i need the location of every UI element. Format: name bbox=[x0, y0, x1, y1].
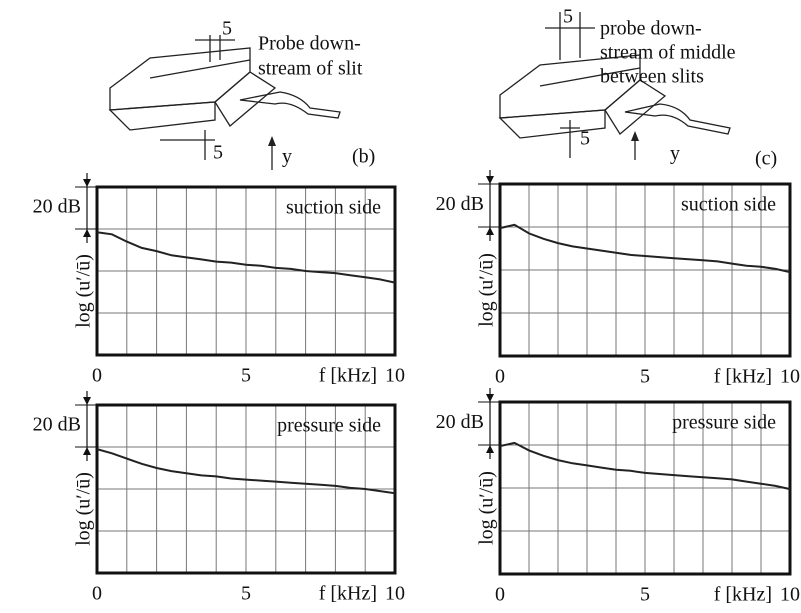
dim-label: 5 bbox=[563, 6, 573, 28]
probe-diagram-b: 5 Probe down- stream of slit 5 y (b) bbox=[108, 18, 375, 170]
airfoil-edge bbox=[108, 101, 216, 131]
trailing-plate bbox=[214, 71, 277, 127]
x-tick-label: 5 bbox=[640, 366, 650, 388]
diagram-caption: probe down- bbox=[600, 18, 702, 40]
y-axis-label: log (u′/ū) bbox=[476, 471, 498, 545]
probe bbox=[624, 103, 731, 135]
x-tick-label: 0 bbox=[92, 365, 102, 387]
plot-frame bbox=[95, 403, 397, 575]
scale-arrow bbox=[83, 397, 91, 405]
dim-label: 5 bbox=[222, 18, 232, 40]
x-axis-label: f [kHz] bbox=[714, 366, 772, 388]
scale-arrow bbox=[83, 179, 91, 187]
x-tick-label: 10 bbox=[385, 583, 405, 605]
spectrum-line bbox=[96, 231, 396, 284]
x-tick-label: 10 bbox=[385, 365, 405, 387]
scale-label: 20 dB bbox=[33, 414, 81, 436]
airfoil-block bbox=[109, 47, 251, 111]
y-axis-label: log (u′/ū) bbox=[73, 254, 95, 328]
spectrum-plot: 0 5 10 f [kHz] log (u′/ū) suction side 20 dB bbox=[33, 173, 405, 387]
spectrum-plot: 0 5 10 f [kHz] log (u′/ū) pressure side 20 dB bbox=[33, 391, 405, 605]
annotation: suction side bbox=[286, 197, 381, 219]
spectrum-line bbox=[499, 223, 791, 274]
scale-arrow bbox=[486, 227, 494, 235]
slit-line bbox=[149, 59, 251, 79]
x-tick-label: 10 bbox=[780, 584, 800, 606]
scale-arrow bbox=[486, 445, 494, 453]
diagram-caption: stream of middle bbox=[600, 42, 736, 64]
diagram-caption: stream of slit bbox=[258, 58, 363, 80]
scale-arrow bbox=[486, 176, 494, 184]
probe bbox=[239, 91, 341, 119]
spectrum-line bbox=[96, 448, 396, 495]
x-axis-label: f [kHz] bbox=[319, 583, 377, 605]
x-tick-label: 0 bbox=[495, 366, 505, 388]
scale-arrow bbox=[486, 394, 494, 402]
x-axis-label: f [kHz] bbox=[319, 365, 377, 387]
x-tick-label: 5 bbox=[640, 584, 650, 606]
plot-frame bbox=[498, 182, 792, 358]
x-axis-label: f [kHz] bbox=[714, 584, 772, 606]
panel-label: (b) bbox=[352, 146, 375, 168]
trailing-plate bbox=[604, 79, 667, 135]
plot-frame bbox=[498, 400, 792, 576]
annotation: pressure side bbox=[672, 412, 776, 434]
slit-line bbox=[539, 67, 641, 87]
scale-label: 20 dB bbox=[436, 193, 484, 215]
x-tick-label: 5 bbox=[241, 583, 251, 605]
scale-arrow bbox=[83, 447, 91, 455]
x-tick-label: 5 bbox=[241, 365, 251, 387]
y-axis-label: log (u′/ū) bbox=[73, 472, 95, 546]
y-arrow-head bbox=[268, 136, 276, 146]
axis-symbol: y bbox=[282, 146, 292, 168]
annotation: pressure side bbox=[277, 415, 381, 437]
panel-label: (c) bbox=[755, 148, 777, 170]
spectrum-line bbox=[499, 441, 791, 491]
probe-diagram-c: 5 probe down- stream of middle between s… bbox=[498, 6, 777, 170]
y-arrow-head bbox=[631, 131, 639, 141]
axis-symbol: y bbox=[670, 143, 680, 165]
airfoil-edge bbox=[498, 109, 606, 139]
spectrum-plot: 0 5 10 f [kHz] log (u′/ū) pressure side 20 dB bbox=[436, 388, 800, 606]
scale-label: 20 dB bbox=[33, 196, 81, 218]
dim-label: 5 bbox=[213, 142, 223, 164]
annotation: suction side bbox=[681, 194, 776, 216]
plot-frame bbox=[95, 185, 397, 357]
diagram-caption: between slits bbox=[600, 66, 704, 88]
diagram-caption: Probe down- bbox=[258, 33, 361, 55]
spectrum-plot: 0 5 10 f [kHz] log (u′/ū) suction side 20 dB bbox=[436, 170, 800, 388]
x-tick-label: 10 bbox=[780, 366, 800, 388]
x-tick-label: 0 bbox=[495, 584, 505, 606]
scale-arrow bbox=[83, 229, 91, 237]
dim-label: 5 bbox=[580, 128, 590, 150]
y-axis-label: log (u′/ū) bbox=[476, 253, 498, 327]
scale-label: 20 dB bbox=[436, 411, 484, 433]
x-tick-label: 0 bbox=[92, 583, 102, 605]
